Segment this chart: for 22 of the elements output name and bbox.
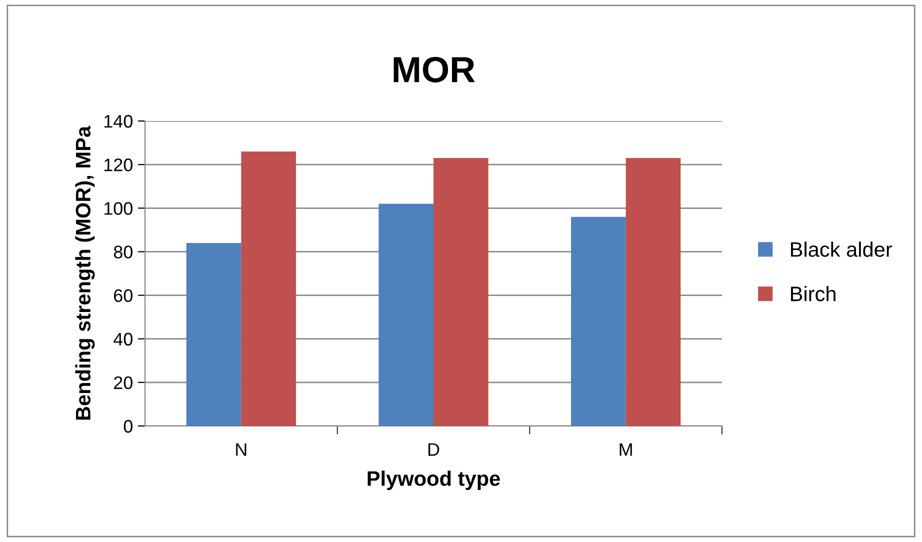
bar: [434, 158, 488, 426]
y-tick-label: 140: [104, 114, 132, 128]
y-tick-label: 0: [124, 420, 132, 433]
x-tick-label: D: [428, 443, 440, 456]
y-tick-label: 60: [114, 289, 132, 302]
y-tick-label: 40: [114, 332, 132, 346]
y-tick-label: 20: [114, 376, 132, 390]
bar: [186, 243, 242, 426]
legend-label: Black alder: [791, 242, 892, 257]
legend-label: Birch: [791, 286, 836, 302]
bar: [241, 152, 296, 426]
y-tick-label: 80: [114, 246, 132, 258]
y-axis-title: Bending strength (MOR), MPa: [75, 126, 95, 420]
x-tick-label: N: [236, 443, 246, 456]
chart-title: MOR: [394, 56, 475, 82]
bar: [626, 158, 681, 426]
y-tick-label: 120: [104, 158, 132, 172]
bar: [378, 204, 434, 426]
bar: [571, 216, 626, 426]
x-axis-title: Plywood type: [368, 470, 500, 490]
y-tick-label: 100: [104, 202, 132, 215]
x-tick-label: M: [620, 443, 632, 456]
